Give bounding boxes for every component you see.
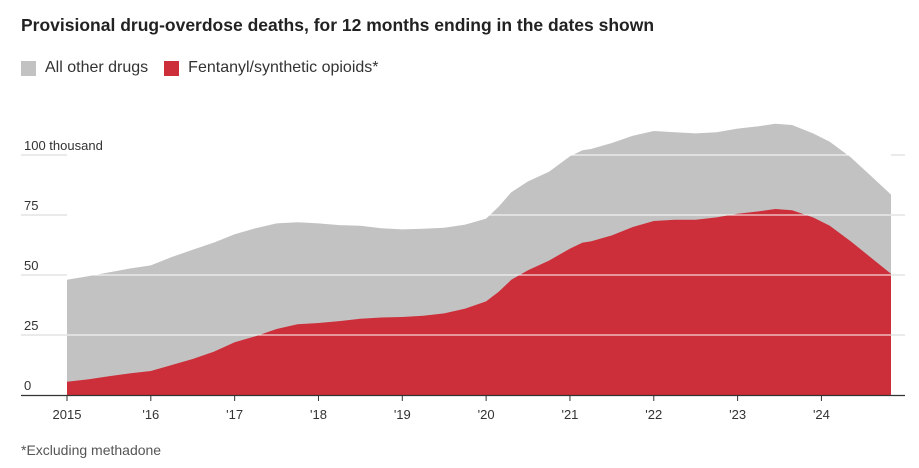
y-tick-label-100: 100 thousand — [24, 138, 103, 153]
legend-swatch-other-drugs — [21, 60, 36, 76]
y-tick-label-0: 0 — [24, 378, 31, 393]
x-tick-label-2020: '20 — [478, 407, 495, 422]
x-tick-label-2015: 2015 — [53, 407, 82, 422]
legend-swatch-fentanyl — [164, 60, 180, 76]
y-tick-label-75: 75 — [24, 198, 38, 213]
chart-gridlines — [21, 154, 905, 336]
legend-item-other-drugs: All other drugs — [21, 59, 148, 77]
legend-label-fentanyl: Fentanyl/synthetic opioids* — [188, 59, 379, 76]
x-tick-label-2024: '24 — [813, 407, 830, 422]
x-tick-label-2018: '18 — [310, 407, 327, 422]
chart-title: Provisional drug-overdose deaths, for 12… — [21, 15, 655, 35]
area-fentanyl — [67, 209, 891, 395]
chart-footnote: *Excluding methadone — [21, 442, 162, 458]
legend-label-other-drugs: All other drugs — [45, 59, 149, 76]
x-tick-label-2016: '16 — [142, 407, 159, 422]
x-tick-label-2019: '19 — [394, 407, 411, 422]
y-tick-label-25: 25 — [24, 318, 38, 333]
legend-item-fentanyl: Fentanyl/synthetic opioids* — [164, 59, 379, 77]
x-tick-label-2022: '22 — [645, 407, 662, 422]
chart-legend: All other drugs Fentanyl/synthetic opioi… — [21, 57, 395, 79]
x-axis: 2015 '16 '17 '18 '19 '20 '21 '22 '23 '24 — [21, 394, 905, 422]
y-axis-ticks: 0 25 50 75 100 thousand — [24, 138, 103, 393]
chart-areas — [67, 123, 891, 396]
x-tick-label-2017: '17 — [226, 407, 243, 422]
x-tick-label-2023: '23 — [729, 407, 746, 422]
y-tick-label-50: 50 — [24, 258, 38, 273]
x-tick-label-2021: '21 — [561, 407, 578, 422]
